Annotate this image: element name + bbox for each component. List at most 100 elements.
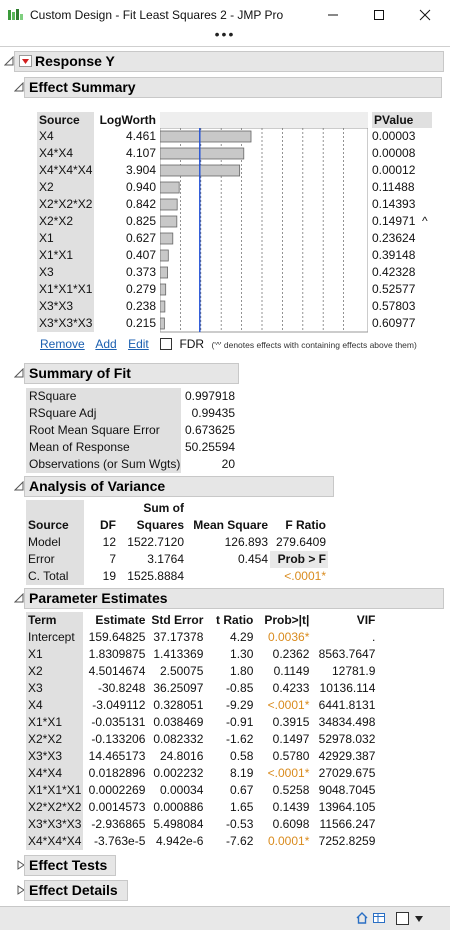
red-triangle-menu-icon[interactable]	[19, 55, 32, 68]
close-button[interactable]	[402, 0, 448, 30]
estimate-prob: 0.2362	[272, 647, 310, 661]
title-bar: Custom Design - Fit Least Squares 2 - JM…	[0, 0, 450, 30]
estimate-prob: <.0001*	[267, 766, 310, 780]
effect-pvalue: 0.23624	[372, 231, 416, 245]
effect-summary-header[interactable]: Effect Summary	[24, 77, 442, 98]
effect-logworth: 0.373	[125, 265, 156, 279]
expand-triangle-icon[interactable]	[16, 860, 26, 870]
effect-row[interactable]: X1 0.627 0.23624	[0, 230, 450, 247]
estimate-row: X2 4.5014674 2.50075 1.80 0.1149 12781.9	[26, 663, 377, 680]
anova-df: 19	[102, 569, 116, 583]
fdr-checkbox[interactable]	[160, 337, 173, 350]
estimate-term: X2*X2	[26, 731, 84, 748]
effect-source: X2*X2	[37, 213, 94, 230]
effect-source: X3*X3	[37, 298, 94, 315]
estimate-stderr: 0.002232	[153, 766, 204, 780]
col-header-logworth: LogWorth	[99, 113, 156, 127]
effect-source: X1*X1	[37, 247, 94, 264]
logworth-bar	[160, 317, 165, 330]
collapse-triangle-icon[interactable]	[4, 56, 14, 66]
effect-row[interactable]: X3*X3 0.238 0.57803	[0, 298, 450, 315]
effect-details-header[interactable]: Effect Details	[24, 880, 128, 901]
minimize-icon	[328, 14, 338, 16]
estimate-vif: 27029.675	[318, 766, 376, 780]
edit-link[interactable]: Edit	[128, 337, 149, 351]
parameter-estimates-table: Term Estimate Std Error t Ratio Prob>|t|…	[26, 612, 377, 850]
fit-stat-label: RSquare Adj	[26, 405, 181, 422]
home-icon[interactable]	[355, 911, 369, 925]
effect-logworth: 0.627	[125, 231, 156, 245]
effect-row[interactable]: X4*X4*X4 3.904 0.00012	[0, 162, 450, 179]
estimate-stderr: 0.328051	[153, 698, 204, 712]
estimate-t-ratio: 1.65	[230, 800, 254, 814]
effect-row[interactable]: X1*X1*X1 0.279 0.52577	[0, 281, 450, 298]
logworth-bar	[160, 232, 174, 245]
estimate-stderr: 24.8016	[159, 749, 204, 763]
effect-tests-header[interactable]: Effect Tests	[24, 855, 116, 876]
estimate-vif: 52978.032	[318, 732, 376, 746]
estimate-vif: 12781.9	[331, 664, 376, 678]
effect-row[interactable]: X3*X3*X3 0.215 0.60977	[0, 315, 450, 332]
effect-summary-table: Source LogWorth PValue X4 4.461 0.00003 X4*…	[0, 47, 450, 357]
estimate-vif: 34834.498	[318, 715, 376, 729]
estimate-term: X3*X3	[26, 748, 84, 765]
col-header-std-error: Std Error	[151, 613, 204, 627]
estimate-stderr: 0.00034	[159, 783, 204, 797]
remove-link[interactable]: Remove	[40, 337, 85, 351]
anova-ss: 1522.7120	[127, 535, 184, 549]
estimate-vif: 10136.114	[319, 681, 376, 695]
estimate-value: 1.8309875	[88, 647, 146, 661]
chevron-down-icon[interactable]	[414, 915, 424, 923]
table-icon[interactable]	[372, 911, 386, 925]
collapse-triangle-icon[interactable]	[14, 593, 24, 603]
col-header-source: Source	[26, 517, 84, 534]
anova-header[interactable]: Analysis of Variance	[24, 476, 334, 497]
estimate-stderr: 0.000886	[153, 800, 204, 814]
effect-row[interactable]: X3 0.373 0.42328	[0, 264, 450, 281]
summary-of-fit-header[interactable]: Summary of Fit	[24, 363, 239, 384]
collapse-triangle-icon[interactable]	[14, 481, 24, 491]
effect-logworth: 0.825	[125, 214, 156, 228]
effect-row[interactable]: X2*X2*X2 0.842 0.14393	[0, 196, 450, 213]
toolbar-toggle-handle[interactable]: •••	[214, 26, 236, 42]
view-checkbox[interactable]	[396, 912, 409, 925]
anova-ms: 0.454	[237, 552, 268, 566]
effect-row[interactable]: X2*X2 0.825 0.14971 ^	[0, 213, 450, 230]
logworth-bar	[160, 249, 169, 262]
response-header[interactable]: Response Y	[14, 51, 444, 72]
report-content: Response Y Effect Summary Source LogWort…	[0, 46, 450, 906]
effect-logworth: 0.940	[125, 180, 156, 194]
effect-pvalue: 0.42328	[372, 265, 416, 279]
effect-row[interactable]: X4*X4 4.107 0.00008	[0, 145, 450, 162]
effect-row[interactable]: X4 4.461 0.00003	[0, 128, 450, 145]
effect-logworth: 0.842	[125, 197, 156, 211]
effect-source: X1	[37, 230, 94, 247]
effect-summary-title: Effect Summary	[29, 79, 136, 95]
fit-stat-value: 0.997918	[184, 389, 235, 403]
response-title: Response Y	[35, 53, 115, 69]
anova-df: 12	[102, 535, 116, 549]
expand-triangle-icon[interactable]	[16, 885, 26, 895]
effect-summary-actions: Remove Add Edit FDR ('^' denotes effects…	[40, 337, 417, 351]
effect-row[interactable]: X2 0.940 0.11488	[0, 179, 450, 196]
parameter-estimates-header[interactable]: Parameter Estimates	[24, 588, 444, 609]
col-header-term: Term	[26, 612, 84, 629]
effect-logworth: 3.904	[125, 163, 156, 177]
maximize-button[interactable]	[356, 0, 402, 30]
col-header-f-ratio: F Ratio	[285, 518, 326, 532]
add-link[interactable]: Add	[95, 337, 117, 351]
effect-row[interactable]: X1*X1 0.407 0.39148	[0, 247, 450, 264]
estimate-t-ratio: -7.62	[226, 834, 254, 848]
logworth-bar	[160, 266, 169, 279]
collapse-triangle-icon[interactable]	[14, 82, 24, 92]
estimate-vif: .	[372, 630, 376, 644]
anova-row: C. Total 19 1525.8884 <.0001*	[26, 568, 328, 585]
estimate-row: X3 -30.8248 36.25097 -0.85 0.4233 10136.114	[26, 680, 377, 697]
collapse-triangle-icon[interactable]	[14, 368, 24, 378]
col-header-mean-square: Mean Square	[193, 518, 268, 532]
effect-containing-flag: ^	[422, 214, 428, 228]
minimize-button[interactable]	[310, 0, 356, 30]
effect-pvalue: 0.39148	[372, 248, 416, 262]
col-header-prob: Prob>|t|	[264, 613, 310, 627]
effect-pvalue: 0.00003	[372, 129, 416, 143]
